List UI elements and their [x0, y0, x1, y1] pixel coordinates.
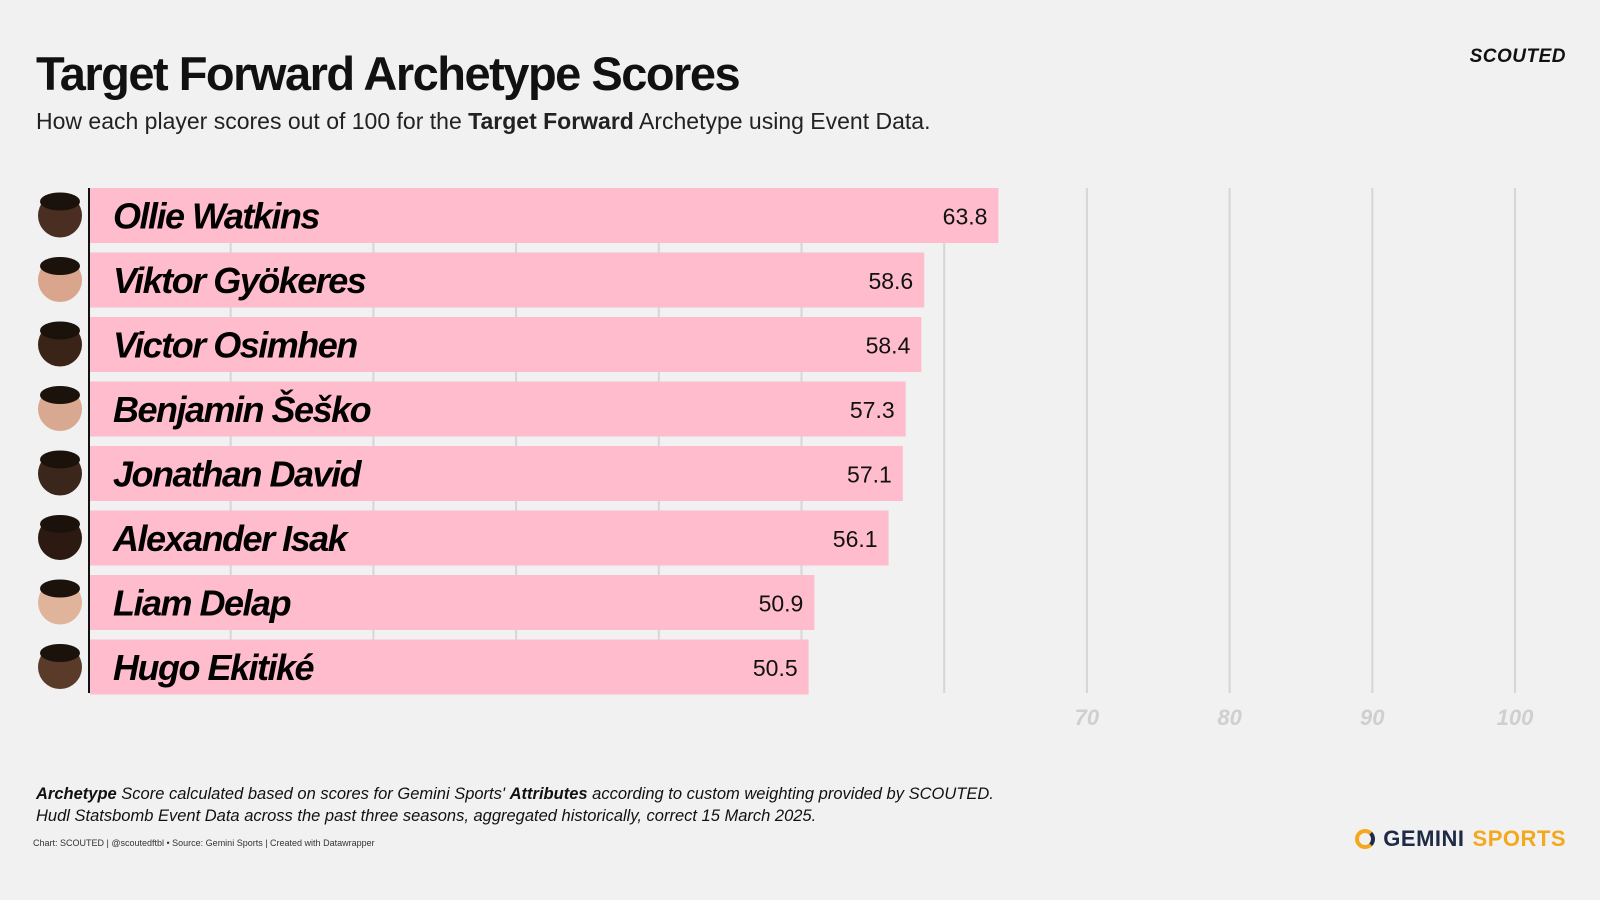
tick-label: 100 — [1497, 705, 1534, 730]
bar — [90, 381, 906, 437]
bar — [90, 252, 925, 308]
avatar-hair — [40, 515, 80, 533]
value-label: 58.4 — [866, 333, 911, 359]
gemini-icon — [1355, 829, 1376, 849]
subtitle: How each player scores out of 100 for th… — [36, 108, 931, 134]
avatar-hair — [40, 321, 80, 340]
value-label: 58.6 — [868, 268, 913, 294]
avatar-hair — [40, 644, 80, 662]
scouted-logo: SCOUTED — [1469, 46, 1566, 67]
value-label: 50.9 — [759, 591, 804, 617]
footnotes: Archetype Score calculated based on scor… — [36, 785, 994, 825]
value-label: 56.1 — [833, 526, 878, 552]
player-name: Viktor Gyökeres — [113, 260, 366, 301]
player-name: Jonathan David — [113, 454, 363, 495]
tick-label: 80 — [1217, 705, 1242, 730]
page-title: Target Forward Archetype Scores — [36, 47, 741, 100]
bar — [90, 639, 809, 695]
bar — [90, 446, 903, 501]
avatar-hair — [40, 579, 80, 598]
avatar-hair — [40, 386, 80, 404]
bar — [90, 317, 922, 372]
bar — [90, 188, 999, 243]
player-name: Victor Osimhen — [113, 325, 357, 366]
player-name: Alexander Isak — [112, 518, 350, 559]
player-name: Hugo Ekitiké — [113, 647, 315, 688]
value-label: 57.1 — [847, 462, 892, 488]
value-label: 57.3 — [850, 397, 895, 423]
avatar-hair — [40, 450, 80, 469]
player-name: Liam Delap — [113, 583, 291, 624]
value-label: 50.5 — [753, 655, 798, 681]
tick-label: 90 — [1360, 705, 1385, 730]
tick-label: 70 — [1075, 705, 1100, 730]
avatar-hair — [40, 192, 80, 211]
player-name: Ollie Watkins — [113, 196, 319, 237]
bar-chart: 70 80 90 100 Ollie Watkins 63.8 Viktor Gyökere… — [38, 188, 1534, 730]
player-name: Benjamin Šeško — [113, 388, 371, 430]
credit-line: Chart: SCOUTED | @scoutedftbl • Source: … — [33, 838, 375, 848]
bar — [90, 510, 889, 566]
gemini-sports-logo: GEMINI SPORTS — [1355, 826, 1566, 852]
bar — [90, 575, 815, 630]
value-label: 63.8 — [943, 204, 988, 230]
avatar-hair — [40, 257, 80, 275]
